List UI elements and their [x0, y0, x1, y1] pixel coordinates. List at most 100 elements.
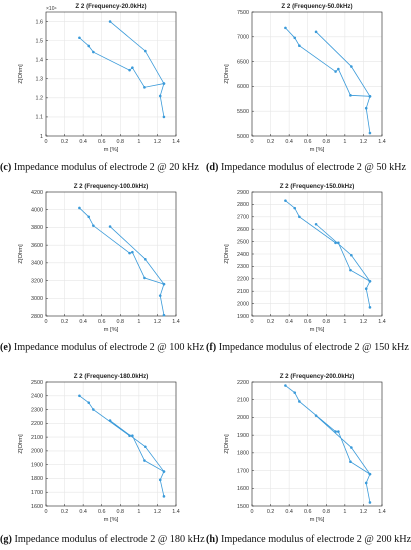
data-point: [368, 279, 372, 283]
series-line-1: [159, 471, 165, 497]
data-point: [337, 430, 340, 433]
y-tick-label: 2100: [237, 289, 249, 295]
x-tick-label: 0: [251, 319, 254, 325]
y-tick-label: 1.4: [36, 57, 44, 63]
data-point: [314, 222, 318, 226]
y-tick-label: 3600: [31, 243, 43, 249]
data-point: [350, 446, 353, 449]
data-point: [108, 20, 112, 23]
x-tick-label: 0: [251, 509, 254, 515]
chart-e: Z 2 (Frequency-100.0kHz) 0 0.2 0.4 0.6 0.8 1 1.…: [18, 183, 180, 333]
x-tick-label: 0.4: [285, 319, 293, 325]
y-tick-label: 1700: [31, 490, 43, 496]
data-point: [162, 495, 166, 498]
x-tick-label: 1.2: [154, 139, 162, 145]
data-point: [162, 115, 166, 119]
series-line-1: [159, 83, 165, 117]
caption-label: (e): [0, 342, 12, 353]
data-point: [314, 30, 318, 34]
data-point: [334, 241, 337, 245]
x-tick-label: 0.2: [267, 319, 275, 325]
x-tick-label: 0.8: [323, 509, 331, 515]
y-tick-label: 1500: [237, 504, 249, 510]
y-tick-label: 3800: [31, 225, 43, 231]
y-tick-label: 2800: [31, 314, 43, 320]
data-point: [284, 384, 287, 387]
x-tick-label: 0.6: [304, 509, 312, 515]
caption-h: (h) Impedance modulus of electrode 2 @ 2…: [206, 534, 411, 545]
x-axis-label: m [%]: [104, 147, 119, 153]
x-tick-label: 0.2: [61, 509, 69, 515]
x-tick-label: 1: [137, 319, 140, 325]
y-tick-label: 1900: [237, 433, 249, 439]
x-tick-label: 0.2: [61, 319, 69, 325]
x-axis-label: m [%]: [310, 517, 325, 523]
x-tick-label: 0.8: [323, 139, 331, 145]
data-point: [87, 44, 91, 48]
y-tick-label: 1900: [31, 462, 43, 468]
plot-frame: [45, 11, 177, 137]
data-point: [128, 68, 131, 72]
data-point: [78, 206, 81, 210]
data-point: [78, 36, 81, 40]
chart-title: Z 2 (Frequency-200.0kHz): [280, 373, 355, 380]
x-tick-label: 0.2: [267, 509, 275, 515]
caption-label: (d): [206, 162, 219, 173]
data-point: [368, 95, 372, 98]
y-tick-label: 5500: [237, 109, 249, 115]
y-axis-label: Z[Ohm]: [18, 244, 24, 264]
y-tick-label: 1.2: [36, 96, 44, 102]
y-tick-label: 2000: [237, 415, 249, 421]
y-tick-label: 6500: [237, 59, 249, 65]
x-tick-label: 0.6: [98, 139, 106, 145]
data-point: [128, 251, 131, 255]
chart-f: Z 2 (Frequency-150.0kHz) 0 0.2 0.4 0.6 0.8 1 1.…: [224, 183, 386, 333]
y-tick-label: 1.1: [36, 115, 44, 121]
chart-title: Z 2 (Frequency-50.0kHz): [281, 3, 352, 10]
caption-label: (f): [206, 342, 217, 353]
y-exponent-label: ×10⁴: [46, 6, 57, 12]
y-tick-label: 2500: [237, 239, 249, 245]
x-tick-label: 1.4: [172, 509, 180, 515]
plot-frame: [45, 381, 177, 507]
caption-label: (h): [206, 534, 219, 545]
x-tick-label: 1.2: [154, 509, 162, 515]
chart-panel-c: Z 2 (Frequency-20.0kHz) 0 0.2 0.4 0.6 0.8 1 1.2…: [0, 0, 205, 173]
y-tick-label: 1900: [237, 314, 249, 320]
data-point: [334, 430, 337, 433]
y-tick-label: 4200: [31, 190, 43, 196]
x-tick-label: 1.2: [154, 319, 162, 325]
x-tick-label: 1: [343, 509, 346, 515]
caption-text: Impedance modulus of electrode 2 @ 100 k…: [11, 342, 205, 353]
data-point: [350, 65, 353, 68]
data-point: [349, 268, 352, 272]
x-tick-label: 1.2: [360, 509, 368, 515]
y-tick-label: 2900: [237, 190, 249, 196]
series-line-1: [365, 96, 371, 134]
y-tick-label: 1700: [237, 468, 249, 474]
x-axis-label: m [%]: [310, 147, 325, 153]
y-tick-label: 2100: [31, 435, 43, 441]
x-tick-label: 1.2: [360, 319, 368, 325]
caption-text: Impedance modulus of electrode 2 @ 20 kH…: [11, 162, 199, 173]
data-point: [131, 434, 134, 438]
data-point: [349, 460, 352, 464]
x-tick-label: 0.4: [79, 509, 87, 515]
chart-title: Z 2 (Frequency-150.0kHz): [280, 183, 355, 190]
y-tick-label: 2700: [237, 215, 249, 221]
data-point: [368, 472, 372, 476]
caption-text: Impedance modulus of electrode 2 @ 200 k…: [218, 534, 411, 545]
data-point: [162, 313, 166, 317]
data-point: [364, 287, 368, 291]
data-point: [314, 414, 318, 417]
x-tick-label: 0.4: [79, 319, 87, 325]
chart-panel-f: Z 2 (Frequency-150.0kHz) 0 0.2 0.4 0.6 0.8 1 1.…: [206, 180, 411, 353]
caption-c: (c) Impedance modulus of electrode 2 @ 2…: [0, 162, 205, 173]
data-point: [293, 206, 297, 210]
data-point: [334, 70, 337, 73]
x-tick-label: 1.2: [360, 139, 368, 145]
y-tick-label: 2400: [31, 394, 43, 400]
y-tick-label: 1: [40, 134, 43, 140]
x-tick-label: 0.4: [79, 139, 87, 145]
caption-f: (f) Impedance modulus of electrode 2 @ 1…: [206, 342, 411, 353]
